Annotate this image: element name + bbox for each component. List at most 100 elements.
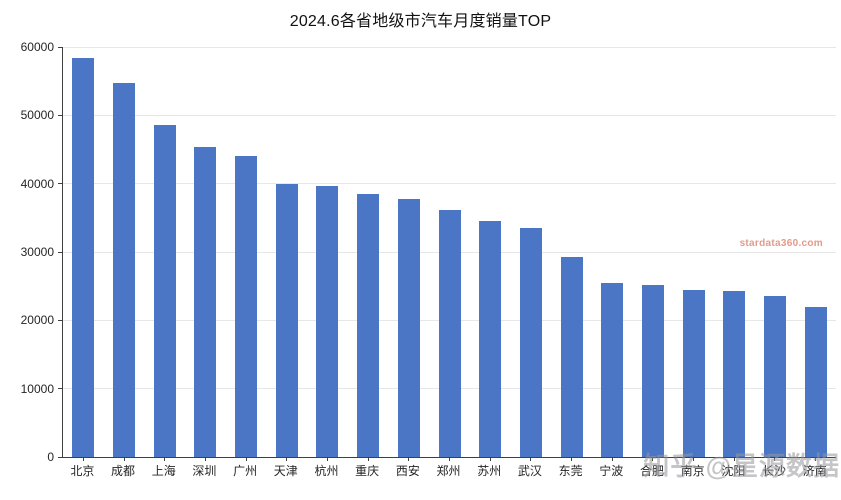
bar-slot	[633, 47, 674, 457]
bar-沈阳	[723, 290, 746, 457]
x-axis-tick	[286, 457, 288, 461]
x-axis-label-天津: 天津	[273, 464, 298, 478]
x-axis-tick	[449, 457, 450, 461]
bar-slot	[348, 47, 389, 457]
y-axis-tick	[58, 319, 63, 321]
x-axis-label-广州: 广州	[233, 464, 258, 478]
bar-slot	[592, 47, 633, 457]
x-axis-tick	[204, 457, 206, 461]
bar-slot	[266, 47, 307, 457]
bar-slot	[307, 47, 348, 457]
bar-slot	[429, 47, 470, 457]
x-axis-tick	[774, 457, 776, 461]
x-axis-label-上海: 上海	[151, 464, 176, 478]
bar-郑州	[438, 210, 461, 457]
x-axis-label-郑州: 郑州	[436, 464, 461, 478]
watermark-stardata360: stardata360.com	[739, 238, 823, 249]
bar-slot	[226, 47, 267, 457]
x-axis-tick	[733, 457, 735, 461]
y-axis-tick	[58, 183, 63, 185]
bar-武汉	[519, 228, 542, 457]
x-axis-tick	[245, 457, 247, 461]
y-axis-tick-label: 20000	[20, 313, 54, 328]
bar-宁波	[601, 282, 624, 457]
gridline	[63, 183, 836, 185]
bar-合肥	[641, 285, 664, 457]
x-axis-tick	[652, 457, 654, 461]
bar-西安	[397, 199, 420, 457]
x-axis-label-南京: 南京	[680, 464, 705, 478]
y-axis-tick-label: 60000	[20, 40, 54, 54]
bar-南京	[682, 289, 705, 457]
y-axis-tick-label: 50000	[20, 108, 54, 123]
x-axis-label-济南: 济南	[802, 464, 827, 478]
bar-济南	[804, 307, 827, 457]
x-axis-tick	[693, 457, 695, 461]
y-axis-tick-label: 10000	[20, 381, 54, 396]
x-axis-tick	[326, 457, 328, 461]
x-axis-label-沈阳: 沈阳	[721, 464, 746, 478]
x-axis-label-深圳: 深圳	[192, 464, 217, 478]
bar-天津	[275, 184, 298, 457]
y-axis-tick	[58, 114, 63, 116]
bar-成都	[113, 83, 136, 457]
x-axis-tick	[408, 457, 410, 461]
x-axis-label-武汉: 武汉	[517, 464, 542, 478]
bar-上海	[153, 124, 176, 457]
x-axis-tick	[164, 457, 166, 461]
bar-slot	[185, 47, 226, 457]
x-axis-tick	[489, 457, 491, 461]
bar-slot	[389, 47, 430, 457]
bar-slot	[144, 47, 185, 457]
y-axis-tick	[58, 456, 63, 458]
x-axis-label-宁波: 宁波	[599, 464, 624, 478]
y-axis-tick	[58, 388, 63, 390]
x-axis-label-杭州: 杭州	[314, 464, 339, 478]
x-axis-label-西安: 西安	[395, 464, 420, 478]
bars-group	[63, 47, 836, 457]
x-axis-tick	[123, 457, 125, 461]
x-axis-tick	[611, 457, 613, 461]
x-axis-tick	[530, 457, 532, 461]
bar-苏州	[479, 221, 502, 457]
gridline	[63, 46, 836, 48]
y-axis-tick-label: 30000	[20, 245, 54, 259]
x-axis-label-重庆: 重庆	[355, 464, 380, 478]
chart-title: 2024.6各省地级市汽车月度销量TOP	[289, 13, 552, 30]
bar-东莞	[560, 257, 583, 457]
y-axis-tick-label: 40000	[20, 176, 54, 191]
y-axis-tick	[58, 46, 63, 48]
bar-slot	[795, 47, 836, 457]
bar-北京	[72, 57, 95, 457]
bar-重庆	[357, 193, 380, 457]
gridline	[63, 114, 836, 116]
x-axis-label-成都: 成都	[111, 464, 136, 478]
bar-slot	[551, 47, 592, 457]
bar-slot	[714, 47, 755, 457]
watermark-zhihu: 知乎 @星源数据	[643, 451, 840, 481]
x-axis-label-北京: 北京	[70, 464, 95, 478]
x-axis-tick	[82, 457, 84, 461]
x-axis-tick	[571, 457, 573, 461]
bar-slot	[511, 47, 552, 457]
x-axis-tick	[367, 457, 369, 461]
bar-广州	[235, 156, 258, 457]
bar-slot	[104, 47, 145, 457]
x-axis-tick	[815, 457, 817, 461]
x-axis-label-合肥: 合肥	[639, 464, 664, 478]
bar-slot	[470, 47, 511, 457]
plot-area: 0 10000 20000 30000 40000 50000 60000	[21, 40, 836, 464]
bar-深圳	[194, 146, 217, 457]
bar-slot	[63, 47, 104, 457]
y-axis-tick-label: 0	[47, 450, 54, 464]
x-axis-label-苏州: 苏州	[477, 464, 502, 478]
x-axis-labels-group: 北京 成都 上海 深圳 广州 天津 杭州 重庆 西安 郑州 苏州 武汉 东莞 宁波 合肥 南京 沈阳 长沙 济南	[62, 462, 835, 479]
x-axis-label-长沙: 长沙	[762, 464, 787, 478]
y-axis-tick	[58, 251, 63, 253]
bar-长沙	[764, 295, 787, 457]
bar-slot	[755, 47, 796, 457]
bar-slot	[673, 47, 714, 457]
x-axis-label-东莞: 东莞	[558, 464, 583, 478]
bar-杭州	[316, 186, 339, 457]
